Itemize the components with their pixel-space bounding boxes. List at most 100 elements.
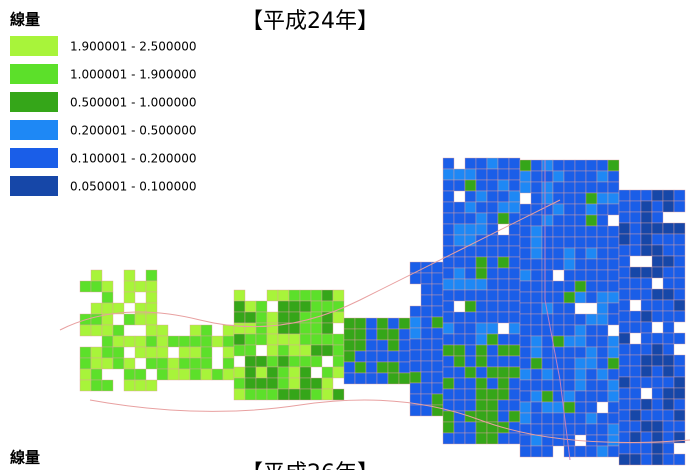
grid-cell — [101, 291, 114, 304]
grid-cell — [519, 390, 532, 403]
grid-cell — [277, 311, 290, 324]
grid-cell — [244, 355, 257, 368]
grid-cell — [233, 322, 246, 335]
grid-cell — [519, 313, 532, 326]
grid-cell — [574, 379, 587, 392]
grid-cell — [662, 222, 675, 235]
grid-cell — [321, 344, 334, 357]
grid-cell — [409, 404, 422, 417]
grid-cell — [497, 399, 510, 412]
grid-cell — [673, 409, 686, 422]
grid-cell — [574, 390, 587, 403]
grid-cell — [530, 269, 543, 282]
grid-cell — [574, 192, 587, 205]
grid-cell — [651, 299, 664, 312]
grid-cell — [563, 280, 576, 293]
grid-cell — [486, 190, 499, 203]
grid-cell — [387, 317, 400, 330]
grid-cell — [409, 371, 422, 384]
grid-cell — [497, 267, 510, 280]
grid-cell — [299, 388, 312, 401]
legend-label: 1.900001 - 2.500000 — [70, 40, 196, 54]
grid-cell — [673, 365, 686, 378]
grid-cell — [629, 189, 642, 202]
grid-cell — [464, 190, 477, 203]
grid-cell — [640, 376, 653, 389]
grid-cell — [596, 247, 609, 260]
grid-cell — [420, 261, 433, 274]
grid-cell — [101, 302, 114, 315]
legend-swatch — [10, 36, 58, 56]
grid-cell — [607, 401, 620, 414]
grid-cell — [541, 280, 554, 293]
grid-cell — [299, 289, 312, 302]
grid-cell — [453, 421, 466, 434]
grid-cell — [189, 335, 202, 348]
grid-cell — [563, 390, 576, 403]
grid-cell — [596, 203, 609, 216]
grid-cell — [167, 335, 180, 348]
grid-cell — [508, 157, 521, 170]
grid-cell — [585, 357, 598, 370]
grid-cell — [255, 311, 268, 324]
grid-cell — [464, 179, 477, 192]
grid-cell — [519, 258, 532, 271]
grid-cell — [618, 200, 631, 213]
grid-cell — [442, 377, 455, 390]
grid-cell — [530, 357, 543, 370]
grid-cell — [222, 357, 235, 370]
grid-cell — [541, 203, 554, 216]
grid-cell — [101, 324, 114, 337]
grid-cell — [475, 366, 488, 379]
grid-cell — [156, 324, 169, 337]
grid-cell — [475, 300, 488, 313]
grid-cell — [431, 294, 444, 307]
grid-cell — [508, 322, 521, 335]
grid-cell — [508, 256, 521, 269]
grid-cell — [123, 269, 136, 282]
grid-cell — [145, 379, 158, 392]
grid-cell — [530, 335, 543, 348]
grid-cell — [376, 317, 389, 330]
grid-cell — [497, 344, 510, 357]
grid-cell — [596, 159, 609, 172]
grid-cell — [508, 432, 521, 445]
grid-cell — [299, 322, 312, 335]
grid-cell — [178, 335, 191, 348]
grid-cell — [145, 313, 158, 326]
grid-cell — [453, 377, 466, 390]
grid-cell — [629, 442, 642, 455]
grid-cell — [222, 324, 235, 337]
road — [59, 199, 561, 331]
grid-cell — [519, 247, 532, 260]
grid-cell — [497, 311, 510, 324]
grid-cell — [233, 388, 246, 401]
grid-cell — [486, 168, 499, 181]
grid-cell — [475, 333, 488, 346]
grid-cell — [662, 420, 675, 433]
grid-cell — [607, 280, 620, 293]
grid-cell — [618, 255, 631, 268]
grid-cell — [508, 300, 521, 313]
grid-cell — [552, 324, 565, 337]
grid-cell — [508, 289, 521, 302]
grid-cell — [464, 388, 477, 401]
grid-cell — [530, 368, 543, 381]
grid-cell — [662, 277, 675, 290]
grid-cell — [585, 390, 598, 403]
grid-cell — [277, 366, 290, 379]
grid-cell — [453, 432, 466, 445]
grid-cell — [519, 445, 532, 458]
grid-cell — [134, 335, 147, 348]
grid-cell — [409, 305, 422, 318]
grid-cell — [651, 266, 664, 279]
grid-cell — [651, 211, 664, 224]
grid-cell — [607, 368, 620, 381]
grid-cell — [475, 344, 488, 357]
grid-cell — [464, 311, 477, 324]
grid-cell — [497, 388, 510, 401]
grid-cell — [266, 322, 279, 335]
grid-cell — [574, 423, 587, 436]
grid-cell — [519, 170, 532, 183]
grid-cell — [464, 377, 477, 390]
